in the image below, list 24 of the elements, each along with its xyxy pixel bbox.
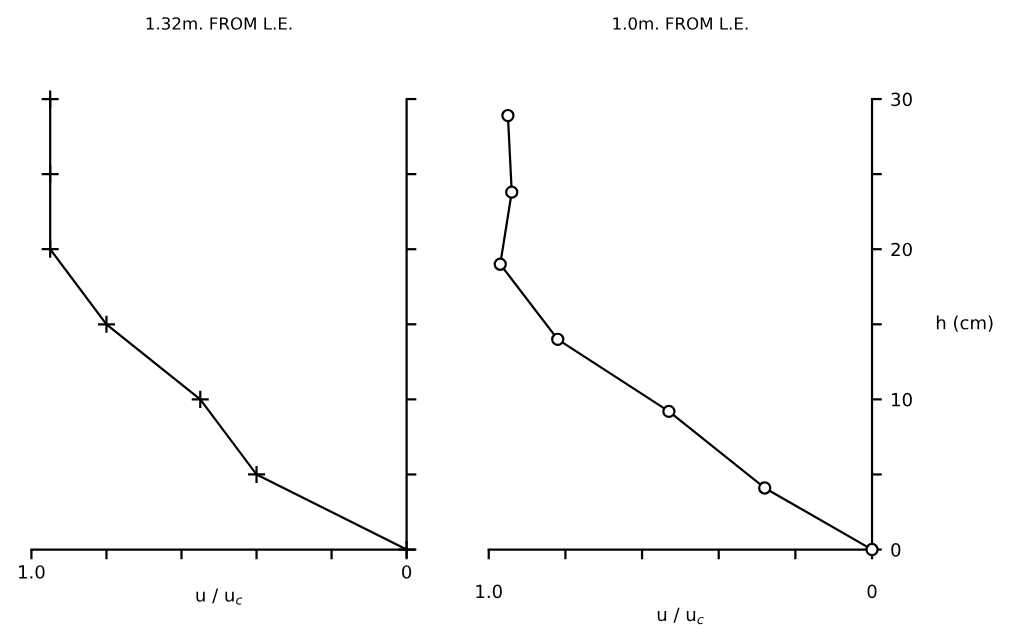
- x-axis-title: u / u$_{c}$: [657, 607, 704, 625]
- y-tick-label: 0: [891, 543, 901, 557]
- chart-title: 1.32m. FROM L.E.: [146, 17, 292, 30]
- y-axis-title: h (cm): [936, 315, 993, 332]
- point: [758, 481, 772, 495]
- point: [96, 314, 117, 334]
- point: [40, 164, 60, 184]
- point: [246, 464, 267, 485]
- y-tick-label: 20: [891, 242, 912, 257]
- point: [551, 332, 565, 346]
- y-tick-label: 30: [891, 92, 912, 107]
- chart-title: 1.0m. FROM L.E.: [613, 17, 748, 30]
- point: [662, 404, 676, 419]
- y-tick-label: 10: [892, 392, 912, 407]
- x-tick-label: 1.0: [476, 584, 502, 599]
- point: [40, 239, 60, 259]
- x-tick-label: 1.0: [19, 565, 45, 579]
- point: [190, 389, 210, 409]
- point: [505, 185, 519, 199]
- point: [40, 89, 60, 109]
- x-axis-title: u / u$_{c}$: [196, 588, 243, 605]
- point: [501, 108, 515, 123]
- point: [397, 539, 417, 560]
- point: [493, 257, 507, 271]
